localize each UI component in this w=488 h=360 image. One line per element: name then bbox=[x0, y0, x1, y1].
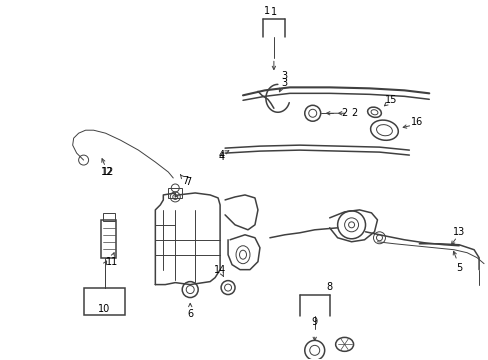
Text: 1: 1 bbox=[264, 6, 269, 15]
Text: 8: 8 bbox=[326, 282, 332, 292]
Text: 7: 7 bbox=[182, 176, 188, 186]
Text: 6: 6 bbox=[187, 310, 193, 319]
Text: 7: 7 bbox=[185, 177, 191, 187]
Text: 16: 16 bbox=[410, 117, 423, 127]
Text: 4: 4 bbox=[219, 152, 224, 162]
Text: 14: 14 bbox=[214, 265, 226, 275]
Text: 1: 1 bbox=[270, 6, 276, 17]
Text: 9: 9 bbox=[311, 318, 317, 328]
Text: 12: 12 bbox=[101, 167, 114, 177]
Text: 15: 15 bbox=[385, 95, 397, 105]
Text: 4: 4 bbox=[219, 150, 224, 160]
Text: 2: 2 bbox=[351, 108, 357, 118]
Bar bbox=[83, 288, 125, 315]
Text: 3: 3 bbox=[281, 71, 287, 81]
Bar bbox=[102, 213, 114, 221]
Bar bbox=[168, 188, 182, 198]
Text: 3: 3 bbox=[281, 78, 287, 88]
Text: 11: 11 bbox=[106, 257, 119, 267]
Text: 10: 10 bbox=[98, 305, 110, 315]
Bar bbox=[101, 220, 116, 258]
Text: 12: 12 bbox=[102, 167, 115, 177]
Text: 13: 13 bbox=[452, 227, 465, 237]
Text: 2: 2 bbox=[341, 108, 347, 118]
Text: 5: 5 bbox=[455, 263, 461, 273]
